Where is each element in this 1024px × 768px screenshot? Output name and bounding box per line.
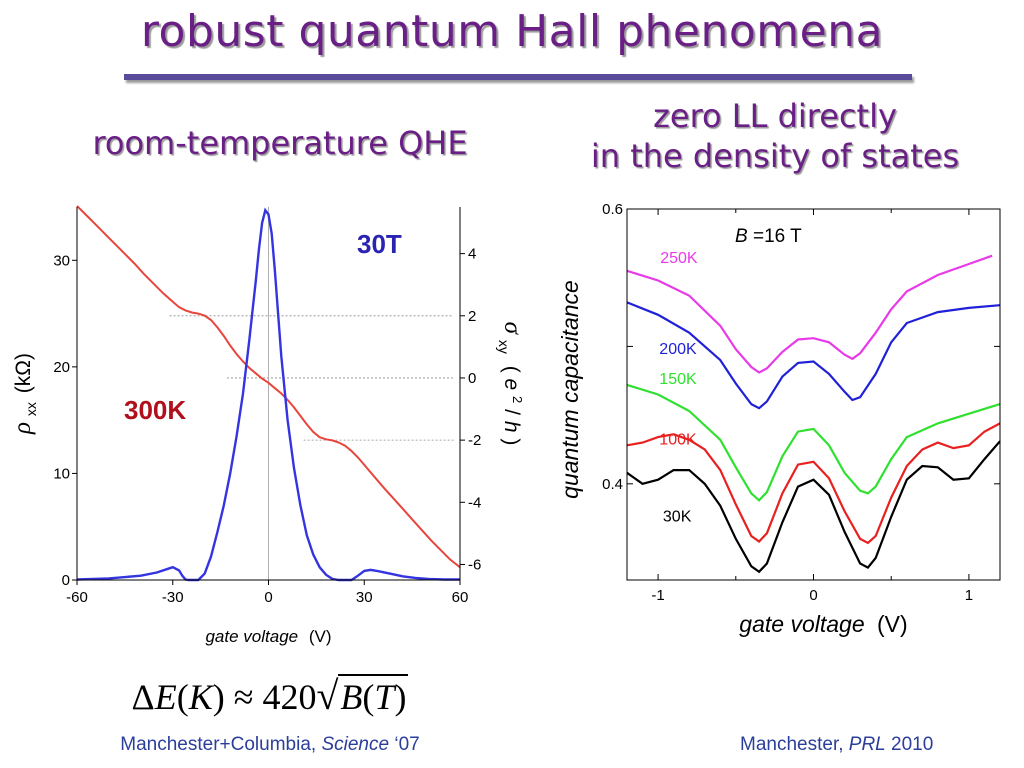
capacitance-x-axis-label: gate voltage (V) xyxy=(739,611,907,637)
series-label-150K: 150K xyxy=(659,371,697,388)
title-underline xyxy=(124,74,912,80)
x-tick-label: 30 xyxy=(356,589,373,606)
formula-E: E xyxy=(154,677,177,717)
left-y-tick-label: 20 xyxy=(53,359,70,376)
right-heading-line2: in the density of states xyxy=(590,137,960,175)
sigma-unit-sup: 2 xyxy=(510,396,525,403)
capacitance-series-labels: 250K 200K 150K 100K 30K xyxy=(659,250,698,525)
right-y-tick-label: -2 xyxy=(468,432,481,449)
y-tick-label: 0.6 xyxy=(602,201,623,218)
left-y-tick-label: 30 xyxy=(53,252,70,269)
qhe-axes xyxy=(72,207,465,585)
formula-B: B xyxy=(340,677,363,717)
series-label-100K: 100K xyxy=(659,431,697,448)
sigma-unit-e: e xyxy=(500,379,523,391)
formula-T: T xyxy=(374,677,395,717)
qhe-x-axis-label: gate voltage (V) xyxy=(205,627,331,646)
right-y-tick-label: 2 xyxy=(468,308,476,325)
capacitance-y-axis-label: quantum capacitance xyxy=(557,280,583,499)
right-y-tick-label: -6 xyxy=(468,556,481,573)
sigma-symbol: σ xyxy=(499,322,526,336)
formula-open: ( xyxy=(176,677,189,717)
sigma-unit-open: ( xyxy=(500,366,523,373)
capacitance-axes xyxy=(626,208,1001,581)
x-tick-label: -60 xyxy=(66,589,88,606)
capacitance-chart: -1 0 1 0.6 0.4 250K 200K 150K 100K 30K B =16 T q… xyxy=(557,201,1001,637)
sigma-unit-h: h xyxy=(500,421,523,433)
series-30K xyxy=(626,440,1001,574)
formula-open2: ( xyxy=(362,677,375,717)
x-tick-label: -30 xyxy=(162,589,184,606)
citation-right-journal: PRL xyxy=(848,734,886,755)
x-label-text: gate voltage xyxy=(739,611,864,637)
citation-left: Manchester+Columbia, Science ‘07 xyxy=(0,734,540,756)
series-100K xyxy=(626,422,1001,545)
formula-K: K xyxy=(188,677,213,717)
right-y-tick-label: 4 xyxy=(468,246,476,263)
qhe-left-y-axis-label: ρ xx (kΩ) xyxy=(9,353,41,435)
rho-symbol: ρ xyxy=(9,422,36,435)
right-heading: zero LL directly in the density of state… xyxy=(540,96,1010,176)
series-150K xyxy=(626,383,1001,502)
y-tick-label: 0.4 xyxy=(602,476,623,493)
series-rho-xx xyxy=(76,205,461,568)
capacitance-tick-labels: -1 0 1 0.6 0.4 xyxy=(602,201,973,604)
sqrt-symbol: √ xyxy=(316,673,339,718)
sigma-unit-close: ) xyxy=(500,438,523,445)
citation-left-year: ‘07 xyxy=(389,734,420,755)
citation-right-year: 2010 xyxy=(885,734,934,755)
series-label-250K: 250K xyxy=(660,250,698,267)
annotation-b-field: B =16 T xyxy=(735,226,802,247)
sigma-subscript: xy xyxy=(496,340,512,354)
sigma-unit-slash: / xyxy=(500,409,523,415)
citation-left-journal: Science xyxy=(321,734,390,755)
series-label-200K: 200K xyxy=(659,341,697,358)
rho-subscript: xx xyxy=(23,402,39,416)
b-symbol: B xyxy=(735,226,748,247)
x-tick-label: -1 xyxy=(651,587,664,604)
sqrt-radicand: B(T) xyxy=(338,674,409,718)
series-label-30K: 30K xyxy=(663,508,692,525)
qhe-plot-area xyxy=(76,205,461,582)
x-label-text: gate voltage xyxy=(205,627,298,646)
annotation-temperature: 300K xyxy=(124,395,186,425)
x-tick-label: 1 xyxy=(965,587,973,604)
left-y-tick-label: 10 xyxy=(53,465,70,482)
citation-right-authors: Manchester, xyxy=(740,734,849,755)
b-value: =16 T xyxy=(753,226,802,247)
formula-close2: ) xyxy=(394,677,407,717)
slide-title: robust quantum Hall phenomena xyxy=(140,6,884,57)
series-200K xyxy=(626,301,1001,410)
x-label-unit: (V) xyxy=(309,627,332,646)
series-250K xyxy=(626,254,993,374)
annotation-field: 30T xyxy=(357,229,402,259)
gap-formula: ΔE(K) ≈ 420√B(T) xyxy=(0,672,540,719)
x-tick-label: 0 xyxy=(264,589,272,606)
x-tick-label: 60 xyxy=(452,589,469,606)
citation-left-authors: Manchester+Columbia, xyxy=(120,734,322,755)
citation-right: Manchester, PRL 2010 xyxy=(740,734,1000,756)
left-y-tick-label: 0 xyxy=(62,572,70,589)
right-y-tick-label: -4 xyxy=(468,494,481,511)
right-heading-line1: zero LL directly xyxy=(653,97,897,135)
right-y-tick-label: 0 xyxy=(468,370,476,387)
formula-approx: ≈ 420 xyxy=(224,677,317,717)
capacitance-plot-area xyxy=(626,254,1001,574)
left-heading: room-temperature QHE xyxy=(92,124,468,162)
qhe-right-y-axis-label: σ xy ( e 2 / h ) xyxy=(494,322,531,446)
formula-close: ) xyxy=(212,677,225,717)
x-tick-label: 0 xyxy=(809,587,817,604)
x-label-unit: (V) xyxy=(877,611,908,637)
formula-delta: Δ xyxy=(131,677,155,717)
rho-unit: (kΩ) xyxy=(12,353,35,393)
